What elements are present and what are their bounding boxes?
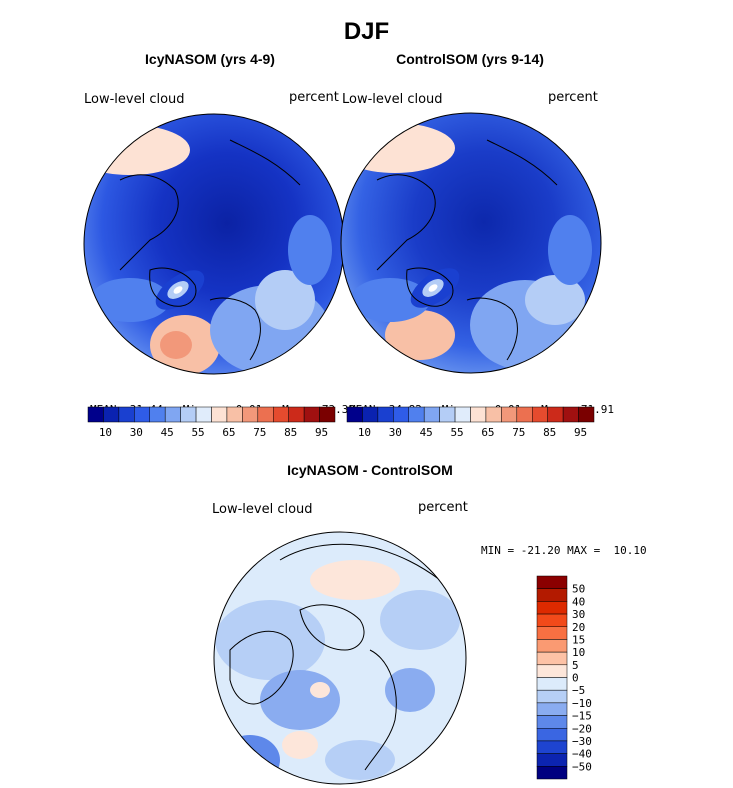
max-value: 10.10 <box>613 544 647 557</box>
units-label-diff: percent <box>418 500 468 515</box>
units-label-right: percent <box>548 90 598 105</box>
colorbar-swatch <box>536 651 568 666</box>
colorbar-swatch <box>536 639 568 653</box>
colorbar-tick-label: 10 <box>358 426 371 439</box>
colorbar-swatch <box>536 575 568 589</box>
colorbar-tick-label: 95 <box>574 426 587 439</box>
colorbar-tick-label: 50 <box>572 583 585 596</box>
colorbar-tick-label: 95 <box>315 426 328 439</box>
colorbar-swatch <box>536 715 568 729</box>
max-label: MAX = <box>567 544 601 557</box>
colorbar-tick-label: 30 <box>389 426 402 439</box>
field-label-diff: Low-level cloud <box>212 502 313 517</box>
colorbar-tick-label: 85 <box>543 426 556 439</box>
colorbar-tick-label: 55 <box>450 426 463 439</box>
colorbar-tick-label: 85 <box>284 426 297 439</box>
colorbar-tick-label: 55 <box>191 426 204 439</box>
colorbar-tick-label: −30 <box>572 735 592 748</box>
colorbar-tick-label: 10 <box>572 646 585 659</box>
panel-title-icynasom: IcyNASOM (yrs 4-9) <box>145 51 275 67</box>
colorbar-swatch <box>578 406 595 423</box>
colorbar-swatch <box>536 677 568 691</box>
colorbar-tick-label: 20 <box>572 621 585 634</box>
field-label-left: Low-level cloud <box>84 92 185 107</box>
panel-title-controlsom: ControlSOM (yrs 9-14) <box>396 51 544 67</box>
colorbar-tick-label: 65 <box>222 426 235 439</box>
colorbar-tick-label: −20 <box>572 722 592 735</box>
colorbar-tick-label: 30 <box>130 426 143 439</box>
colorbar-tick-label: 15 <box>572 633 585 646</box>
colorbar-swatch <box>536 753 568 767</box>
stats-difference: MIN = -21.20 MAX = 10.10 <box>481 544 647 557</box>
colorbar-tick-label: 75 <box>512 426 525 439</box>
min-value: -21.20 <box>520 544 561 557</box>
colorbar-tick-label: 30 <box>572 608 585 621</box>
colorbar-tick-label: 75 <box>253 426 266 439</box>
panel-title-difference: IcyNASOM - ControlSOM <box>287 462 453 478</box>
colorbar-swatch <box>536 728 568 742</box>
colorbar-tick-label: 45 <box>161 426 174 439</box>
colorbar-tick-label: 10 <box>99 426 112 439</box>
colorbar-swatch <box>536 664 568 678</box>
colorbar-swatch <box>536 702 568 716</box>
colorbar-swatch <box>536 689 568 704</box>
colorbar-tick-label: 45 <box>420 426 433 439</box>
colorbar-tick-label: 0 <box>572 672 579 685</box>
colorbar-swatch <box>536 626 568 640</box>
colorbar-tick-label: 40 <box>572 595 585 608</box>
colorbar-tick-label: 5 <box>572 659 579 672</box>
field-label-right: Low-level cloud <box>342 92 443 107</box>
colorbar-tick-label: −10 <box>572 697 592 710</box>
colorbar-swatch <box>319 406 336 423</box>
colorbar-swatch <box>536 601 568 615</box>
colorbar-tick-label: −15 <box>572 710 592 723</box>
colorbar-swatch <box>536 613 568 627</box>
colorbar-tick-label: −50 <box>572 760 592 773</box>
colorbar-tick-label: 65 <box>481 426 494 439</box>
figure-title: DJF <box>343 18 390 45</box>
colorbar-tick-label: −40 <box>572 748 592 761</box>
min-label: MIN = <box>481 544 515 557</box>
colorbar-swatch <box>536 740 568 754</box>
colorbar-tick-label: −5 <box>572 684 585 697</box>
colorbar-swatch <box>536 588 568 602</box>
units-label-left: percent <box>289 90 339 105</box>
colorbar-swatch <box>536 766 568 780</box>
